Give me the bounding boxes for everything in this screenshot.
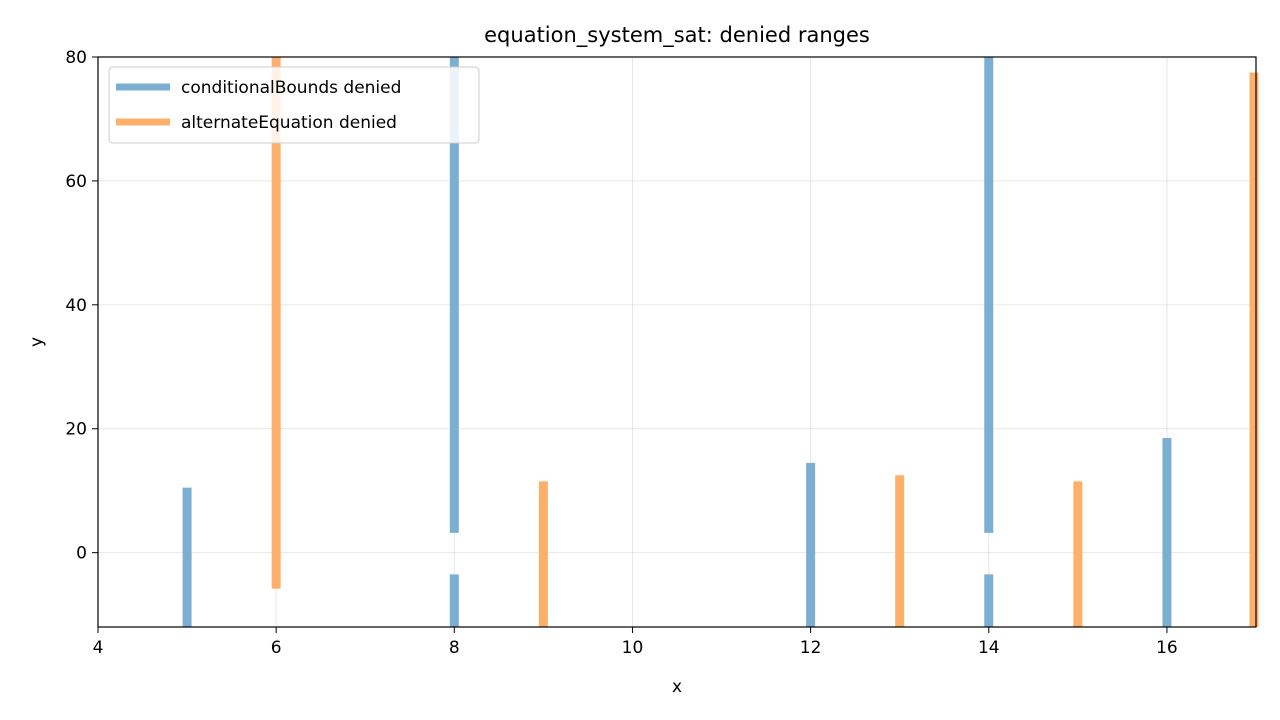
x-tick-label: 8	[449, 638, 460, 658]
axes-frame	[97, 56, 1257, 628]
x-tick-label: 16	[1156, 638, 1178, 658]
legend-box	[108, 66, 480, 144]
legend-label-alternateequation: alternateEquation denied	[181, 113, 397, 133]
plot-area	[182, 57, 1259, 627]
chart-title: equation_system_sat: denied ranges	[484, 23, 870, 48]
ticks: 4 6 8 10 12 14 16 0 20 40 60 80	[65, 48, 1177, 658]
y-tick-label: 60	[65, 172, 87, 192]
y-tick-label: 80	[65, 48, 87, 68]
y-tick-label: 40	[65, 296, 87, 316]
axes	[97, 56, 1257, 628]
x-axis-label: x	[672, 677, 682, 697]
x-tick-label: 10	[622, 638, 644, 658]
x-tick-label: 12	[800, 638, 822, 658]
legend-label-conditionalbounds: conditionalBounds denied	[181, 78, 401, 98]
x-tick-label: 4	[93, 638, 104, 658]
y-tick-label: 20	[65, 420, 87, 440]
y-tick-label: 0	[76, 544, 87, 564]
legend: conditionalBounds denied alternateEquati…	[108, 66, 480, 144]
x-tick-label: 6	[271, 638, 282, 658]
x-tick-label: 14	[978, 638, 1000, 658]
y-axis-label: y	[27, 337, 47, 347]
